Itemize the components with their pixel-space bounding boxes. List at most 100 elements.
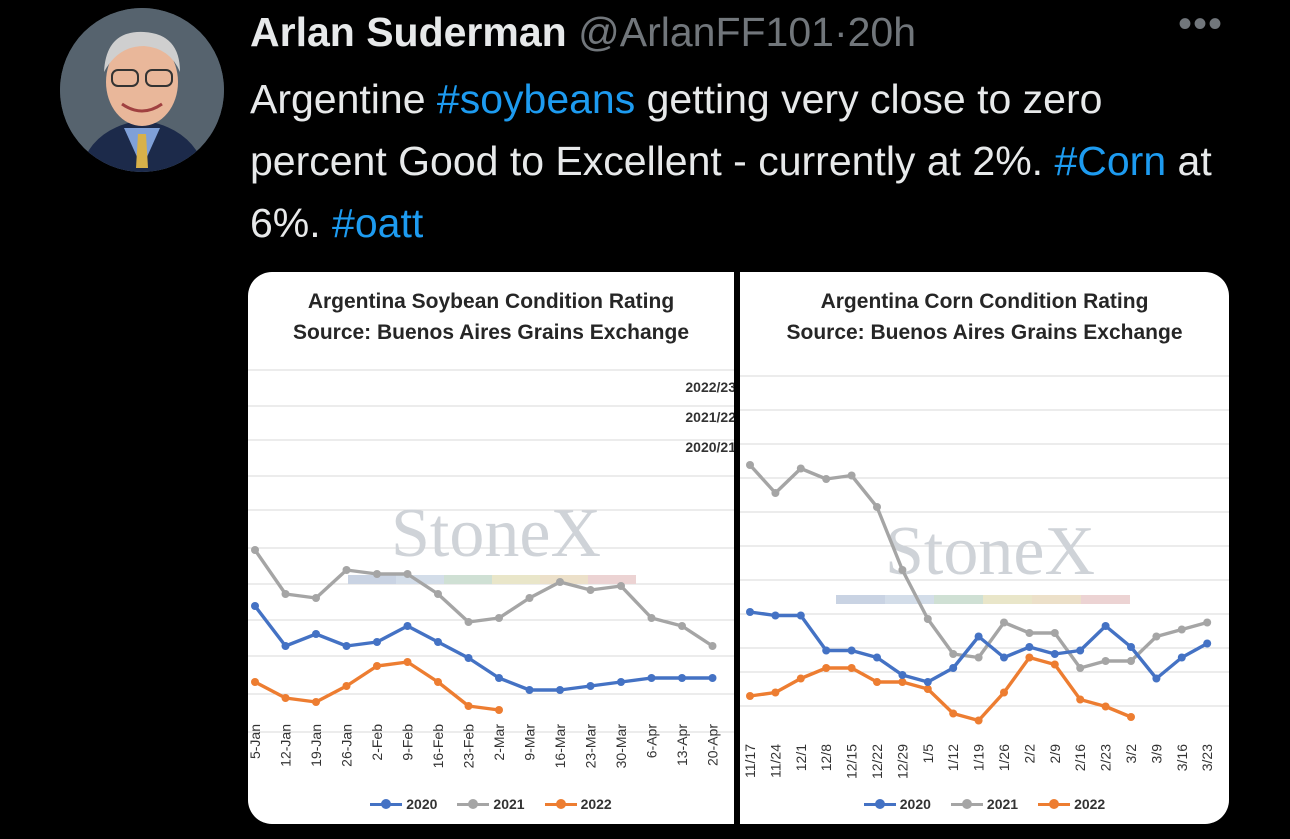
data-point-2021 [678,622,686,630]
data-point-2021 [647,614,656,622]
series-line-2020 [253,604,713,692]
hashtag-link[interactable]: #Corn [1054,138,1167,184]
data-point-2021 [495,614,503,622]
chart-legend: 2020 2021 2022 [248,796,734,812]
legend-item: 2020 [370,796,437,812]
x-tick-label: 16-Feb [430,724,446,769]
watermark: StoneX [885,513,1095,590]
x-tick-label: 26-Jan [339,724,355,767]
data-point-2022 [923,685,932,693]
data-point-2020 [974,632,983,641]
watermark-band [396,575,444,584]
x-tick-label: 23-Mar [583,724,599,769]
data-point-2021 [847,471,856,480]
data-point-2020 [1177,653,1186,662]
data-point-2020 [1025,643,1034,651]
x-tick-label: 1/26 [996,744,1012,771]
data-point-2021 [525,594,534,602]
data-point-2020 [281,642,290,650]
tweet-media[interactable]: Argentina Soybean Condition Rating Sourc… [248,272,1229,824]
legend-label: 2021 [493,796,525,812]
data-point-2020 [617,678,625,686]
legend-item: 2020 [863,796,931,812]
data-point-2020 [342,642,351,650]
x-tick-label: 12/8 [818,744,834,771]
data-point-2021 [1050,629,1059,637]
side-label: 2021/22 [685,409,734,425]
tweet-header: Arlan Suderman @ArlanFF101·20h [250,6,916,58]
data-point-2020 [373,638,381,646]
author-handle[interactable]: @ArlanFF101 [578,9,834,55]
hashtag-link[interactable]: #oatt [332,200,424,246]
x-tick-label: 16-Mar [552,724,568,769]
x-tick-label: 12/22 [869,744,885,779]
soybean-chart-image[interactable]: Argentina Soybean Condition Rating Sourc… [248,272,734,824]
data-point-2020 [949,664,958,672]
data-point-2022 [898,678,907,686]
data-point-2020 [495,674,503,682]
data-point-2021 [556,578,564,586]
side-label: 2022/23 [685,379,734,395]
author-avatar[interactable] [60,8,224,172]
legend-label: 2020 [899,796,931,812]
x-tick-label: 9-Mar [522,724,538,761]
data-point-2020 [708,674,717,682]
legend-marker [370,798,403,809]
tweet-text-part: at 6%. [250,138,1212,246]
data-point-2020 [1101,622,1110,630]
tweet-timestamp[interactable]: 20h [847,9,917,55]
x-tick-label: 1/19 [971,744,987,771]
x-tick-label: 2/16 [1072,744,1088,771]
watermark-band [492,575,540,584]
watermark-band [885,595,934,604]
x-tick-label: 13-Apr [674,724,690,766]
data-point-2020 [1152,674,1161,683]
chart-legend: 2020 2021 2022 [740,796,1229,812]
x-tick-label: 11/24 [767,744,783,778]
data-point-2021 [1177,625,1186,634]
chart-title: Argentina Soybean Condition Rating [307,290,675,313]
more-options-icon[interactable]: ••• [1178,2,1224,46]
data-point-2022 [1127,713,1135,721]
watermark: StoneX [391,495,601,572]
hashtag-link[interactable]: #soybeans [436,76,636,122]
legend-item: 2022 [1038,796,1105,812]
data-point-2022 [873,678,881,686]
data-point-2021 [1152,632,1161,641]
data-point-2020 [586,682,595,690]
data-point-2020 [434,638,442,646]
watermark-band [934,595,983,604]
author-name[interactable]: Arlan Suderman [250,9,567,55]
data-point-2021 [1076,664,1085,672]
tweet-text-part: Argentine [250,76,437,122]
data-point-2021 [822,475,831,483]
data-point-2020 [1076,646,1085,655]
x-tick-label: 6-Apr [644,724,660,759]
data-point-2022 [342,682,351,690]
data-point-2021 [1127,657,1135,665]
data-point-2022 [1000,688,1008,697]
watermark-band [983,595,1032,604]
data-point-2021 [708,642,717,650]
data-point-2021 [342,566,351,574]
data-point-2020 [464,654,473,662]
data-point-2020 [923,678,932,686]
data-point-2022 [974,716,983,725]
legend-label: 2022 [580,796,612,812]
data-point-2021 [949,650,958,658]
data-point-2022 [251,678,259,686]
x-tick-label: 20-Apr [705,724,721,766]
watermark-band [1081,595,1130,604]
x-tick-label: 12/29 [894,744,910,779]
data-point-2020 [647,674,656,682]
data-point-2022 [822,664,831,672]
data-point-2022 [464,702,473,710]
data-point-2020 [403,622,412,630]
data-point-2022 [403,658,412,666]
x-tick-label: 2-Mar [491,724,507,761]
data-point-2020 [771,611,780,620]
corn-chart-image[interactable]: Argentina Corn Condition Rating Source: … [740,272,1229,824]
x-tick-label: 3/23 [1199,744,1215,771]
tweet-text: Argentine #soybeans getting very close t… [250,68,1240,254]
soybean-chart-plot: StoneX 2022/23 2021/22 2020/21 5-Jan 12-Jan 19… [248,369,734,769]
